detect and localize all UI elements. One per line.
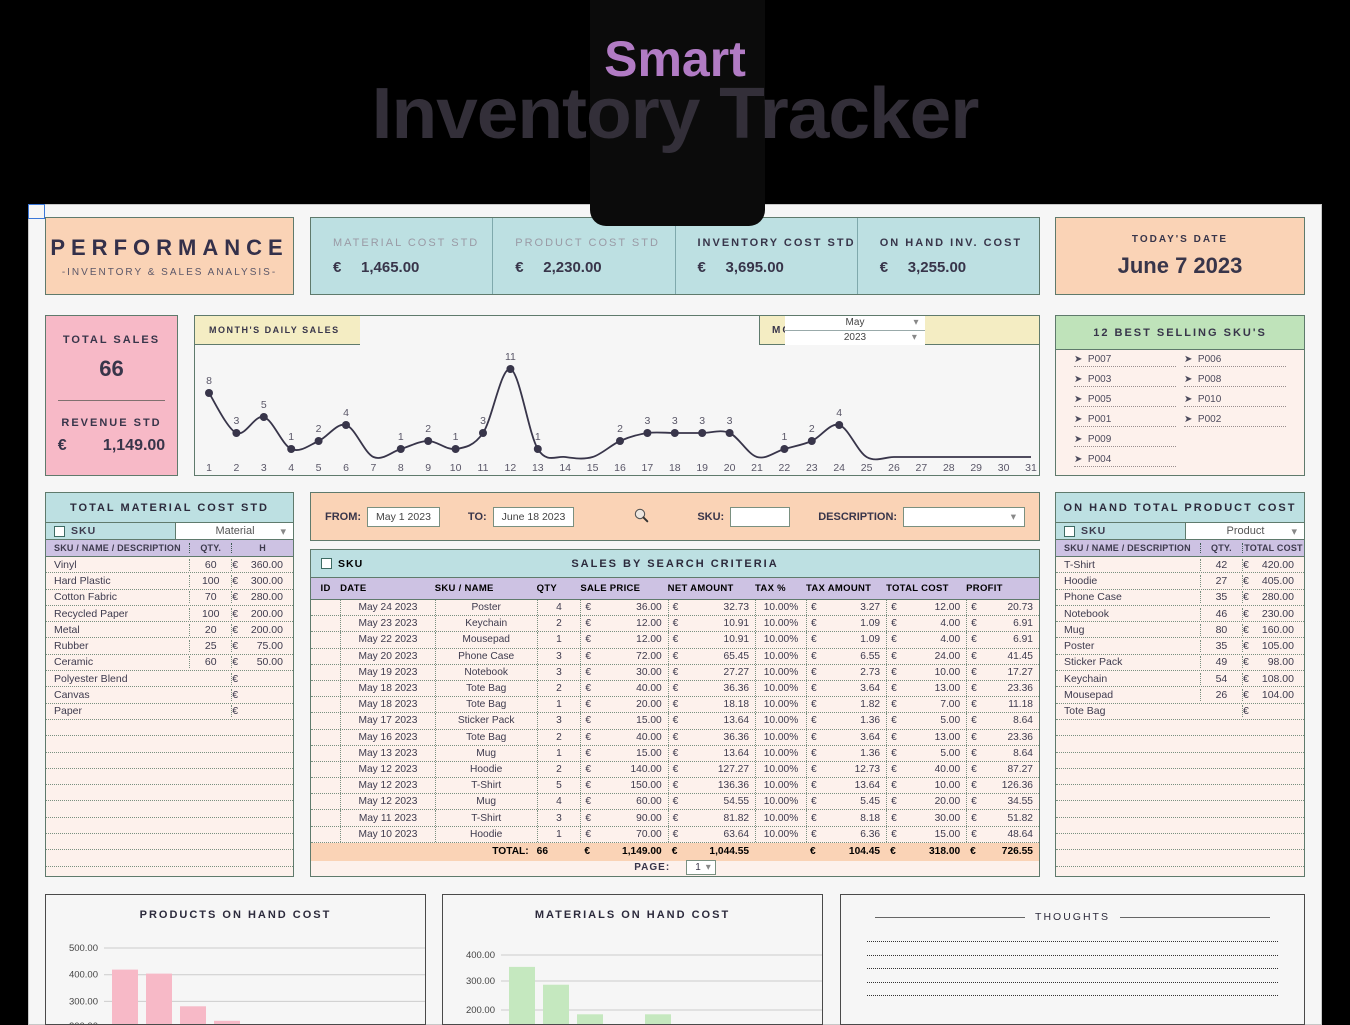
svg-text:6: 6 xyxy=(343,462,349,474)
svg-text:200.00: 200.00 xyxy=(466,1005,495,1016)
svg-text:300.00: 300.00 xyxy=(69,996,98,1007)
svg-text:1: 1 xyxy=(453,431,459,443)
svg-text:3: 3 xyxy=(672,415,678,427)
svg-text:2: 2 xyxy=(809,423,815,435)
svg-text:4: 4 xyxy=(343,407,349,419)
svg-text:3: 3 xyxy=(480,415,486,427)
svg-text:1: 1 xyxy=(781,431,787,443)
svg-text:22: 22 xyxy=(779,462,791,474)
svg-text:24: 24 xyxy=(833,462,845,474)
svg-text:23: 23 xyxy=(806,462,818,474)
svg-text:3: 3 xyxy=(644,415,650,427)
svg-text:20: 20 xyxy=(724,462,736,474)
svg-text:300.00: 300.00 xyxy=(466,976,495,987)
svg-text:400.00: 400.00 xyxy=(69,970,98,981)
svg-text:5: 5 xyxy=(316,462,322,474)
svg-text:28: 28 xyxy=(943,462,955,474)
svg-text:17: 17 xyxy=(642,462,654,474)
svg-text:18: 18 xyxy=(669,462,681,474)
svg-text:7: 7 xyxy=(370,462,376,474)
svg-text:2: 2 xyxy=(617,423,623,435)
svg-text:3: 3 xyxy=(233,415,239,427)
svg-text:2: 2 xyxy=(316,423,322,435)
svg-text:1: 1 xyxy=(206,462,212,474)
svg-text:27: 27 xyxy=(916,462,928,474)
svg-text:8: 8 xyxy=(206,375,212,387)
svg-text:200.00: 200.00 xyxy=(69,1021,98,1025)
svg-text:3: 3 xyxy=(727,415,733,427)
svg-text:3: 3 xyxy=(699,415,705,427)
svg-text:30: 30 xyxy=(998,462,1010,474)
svg-text:13: 13 xyxy=(532,462,544,474)
svg-text:9: 9 xyxy=(425,462,431,474)
svg-text:26: 26 xyxy=(888,462,900,474)
svg-text:14: 14 xyxy=(559,462,571,474)
svg-text:500.00: 500.00 xyxy=(69,943,98,954)
svg-text:25: 25 xyxy=(861,462,873,474)
svg-text:400.00: 400.00 xyxy=(466,950,495,961)
svg-text:4: 4 xyxy=(836,407,842,419)
svg-text:1: 1 xyxy=(288,431,294,443)
svg-text:5: 5 xyxy=(261,399,267,411)
svg-text:21: 21 xyxy=(751,462,763,474)
svg-text:3: 3 xyxy=(261,462,267,474)
svg-text:2: 2 xyxy=(425,423,431,435)
svg-text:11: 11 xyxy=(478,462,489,474)
svg-text:11: 11 xyxy=(505,351,516,363)
svg-text:12: 12 xyxy=(505,462,517,474)
svg-text:29: 29 xyxy=(970,462,982,474)
svg-text:4: 4 xyxy=(288,462,294,474)
svg-text:1: 1 xyxy=(535,431,541,443)
svg-text:2: 2 xyxy=(233,462,239,474)
svg-text:15: 15 xyxy=(587,462,599,474)
svg-text:8: 8 xyxy=(398,462,404,474)
svg-text:19: 19 xyxy=(696,462,708,474)
svg-text:10: 10 xyxy=(450,462,462,474)
svg-text:16: 16 xyxy=(614,462,626,474)
svg-text:31: 31 xyxy=(1025,462,1037,474)
svg-text:1: 1 xyxy=(398,431,404,443)
